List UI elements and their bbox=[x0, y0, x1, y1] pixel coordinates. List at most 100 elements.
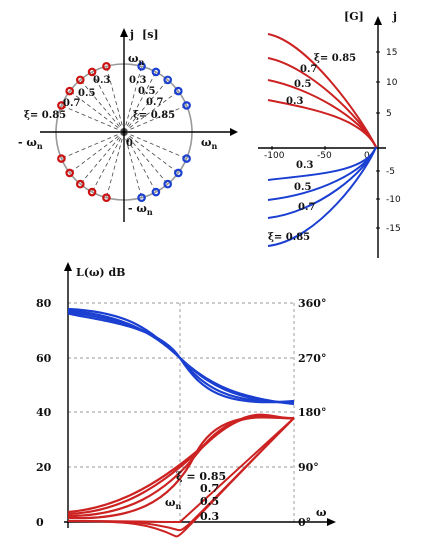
g-x-tick-label: 0 bbox=[364, 151, 370, 161]
pole-marker bbox=[102, 193, 111, 202]
imag-axis-arrow bbox=[120, 28, 128, 37]
bode-y-tick-label: 20 bbox=[36, 461, 52, 474]
damping-ray bbox=[123, 131, 157, 193]
bode-xi-0.7: 0.7 bbox=[200, 482, 219, 495]
xi-right-0.85: ξ= 0.85 bbox=[133, 110, 175, 121]
g-plane-j-label: j bbox=[392, 10, 397, 23]
s-plane-j-label: j bbox=[129, 28, 134, 41]
damping-ray bbox=[106, 131, 125, 198]
damping-ray bbox=[123, 79, 169, 133]
g-imag-axis-arrow bbox=[374, 16, 382, 25]
origin-label: 0 bbox=[126, 138, 133, 149]
g-upper-xi-0.7: 0.7 bbox=[300, 64, 317, 75]
damping-ray-lines bbox=[61, 66, 187, 198]
bode-wn-label: ωn bbox=[165, 496, 181, 511]
damping-ray bbox=[79, 131, 125, 185]
magnitude-curve bbox=[67, 413, 295, 514]
g-lower-xi-0.85: ξ= 0.85 bbox=[268, 232, 310, 243]
xi-left-0.7: 0.7 bbox=[63, 98, 80, 109]
phase-curve bbox=[67, 307, 295, 406]
damping-ray bbox=[123, 71, 157, 133]
damping-ray bbox=[69, 131, 125, 174]
damping-ray bbox=[79, 79, 125, 133]
bode-grid bbox=[68, 302, 295, 522]
g-x-tick-label: -50 bbox=[317, 151, 332, 161]
g-lower-xi-0.3: 0.3 bbox=[296, 160, 313, 171]
g-y-tick-label: 15 bbox=[386, 48, 397, 58]
damping-ray bbox=[91, 131, 125, 193]
bode-y-tick-label: 40 bbox=[36, 406, 52, 419]
xi-left-0.5: 0.5 bbox=[78, 88, 95, 99]
g-upper-xi-0.5: 0.5 bbox=[294, 79, 311, 90]
pole-marker bbox=[151, 187, 161, 197]
pole-marker bbox=[75, 179, 85, 189]
xi-right-0.5: 0.5 bbox=[138, 86, 155, 97]
pole-marker bbox=[174, 168, 183, 178]
bode-y-tick-label: 80 bbox=[36, 297, 52, 310]
pole-marker bbox=[182, 101, 191, 110]
wn-top-label: ωn bbox=[128, 52, 144, 67]
g-y-tick-label: 10 bbox=[386, 78, 398, 88]
xi-right-0.7: 0.7 bbox=[146, 97, 163, 108]
bode-curves bbox=[67, 307, 295, 538]
g-plane-ticks: -100 -50 0 15 10 5 -5 -10 -15 bbox=[264, 48, 401, 234]
damping-ray bbox=[123, 131, 179, 174]
damping-ray bbox=[123, 66, 142, 133]
bode-diagram: 80 360°60 270°40 180°20 90°0 0° L(ω) dB ω ωn … bbox=[36, 262, 336, 538]
xi-left-0.3: 0.3 bbox=[93, 75, 110, 86]
pole-marker bbox=[137, 62, 146, 71]
damping-ray bbox=[123, 131, 142, 198]
phase-curve bbox=[67, 310, 295, 404]
pole-marker bbox=[57, 101, 66, 110]
g-upper-curve bbox=[267, 99, 377, 148]
g-lower-xi-0.5: 0.5 bbox=[294, 182, 311, 193]
damping-ray bbox=[61, 131, 125, 159]
bode-right-tick-label: 180° bbox=[298, 406, 326, 419]
wn-right-label: ωn bbox=[201, 136, 217, 151]
phase-curve bbox=[67, 309, 295, 405]
pole-marker bbox=[87, 187, 97, 197]
g-y-tick-label: -5 bbox=[386, 167, 395, 177]
damping-ray bbox=[69, 90, 125, 133]
magnitude-curve bbox=[67, 416, 295, 520]
pole-marker bbox=[57, 154, 66, 163]
bode-xi-0.5: 0.5 bbox=[200, 495, 219, 508]
pole-marker bbox=[65, 86, 74, 96]
wn-left-label: - ωn bbox=[18, 136, 43, 151]
phase-curve bbox=[67, 312, 295, 404]
bode-y-label: L(ω) dB bbox=[76, 266, 125, 279]
bode-x-axis-arrow bbox=[327, 518, 336, 526]
g-y-tick-label: 5 bbox=[386, 109, 392, 119]
pole-marker bbox=[182, 154, 191, 163]
g-x-tick-label: -100 bbox=[264, 151, 285, 161]
damping-ray bbox=[61, 105, 125, 133]
bode-x-label: ω bbox=[316, 506, 327, 519]
pole-marker bbox=[163, 179, 173, 189]
damping-ray bbox=[123, 131, 169, 185]
pole-marker bbox=[137, 193, 146, 202]
damping-ray bbox=[123, 131, 187, 159]
g-upper-curve bbox=[267, 79, 377, 148]
bode-y-tick-label: 60 bbox=[36, 352, 52, 365]
g-plane-name-label: [G] bbox=[344, 10, 364, 23]
bode-xi-0.3: 0.3 bbox=[200, 510, 219, 523]
magnitude-curve bbox=[67, 417, 295, 532]
magnitude-curve bbox=[67, 414, 295, 516]
wn-bottom-label: - ωn bbox=[128, 202, 153, 217]
damping-ray bbox=[91, 71, 125, 133]
bode-right-tick-label: 0° bbox=[298, 516, 311, 529]
g-plane-curves bbox=[267, 33, 377, 247]
g-y-tick-label: -15 bbox=[386, 224, 401, 234]
bode-right-tick-label: 270° bbox=[298, 352, 326, 365]
pole-marker bbox=[75, 75, 85, 85]
bode-right-tick-label: 360° bbox=[298, 297, 326, 310]
pole-marker bbox=[151, 67, 161, 77]
pole-markers bbox=[57, 62, 191, 202]
damping-ray bbox=[123, 90, 179, 133]
pole-marker bbox=[163, 75, 173, 85]
bode-y-axis-arrow bbox=[64, 262, 72, 271]
g-y-tick-label: -10 bbox=[386, 195, 401, 205]
bode-xi-0.85: ξ = 0.85 bbox=[176, 470, 226, 483]
